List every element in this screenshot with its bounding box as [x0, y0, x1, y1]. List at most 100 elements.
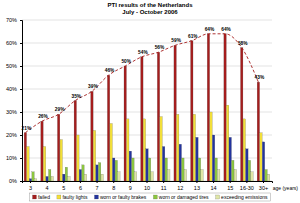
x-tick-mark — [213, 181, 214, 183]
bar — [93, 130, 95, 181]
data-label: 35% — [71, 94, 81, 99]
x-tick-label: 10 — [144, 185, 150, 191]
bar — [129, 151, 131, 181]
bar — [74, 101, 76, 182]
bar — [151, 172, 153, 181]
x-axis-title: age (years) — [273, 185, 299, 191]
bar — [168, 170, 170, 182]
bar — [248, 160, 250, 181]
x-tick-mark — [163, 181, 164, 183]
bar — [118, 172, 120, 181]
bar — [226, 105, 228, 181]
bar — [79, 170, 81, 182]
marks — [24, 34, 270, 181]
x-tick-label: 16-30 — [240, 185, 254, 191]
y-tick-mark — [20, 135, 22, 136]
series — [24, 34, 259, 181]
bar — [51, 176, 53, 181]
y-tick-label: 70% — [6, 17, 17, 23]
bar — [57, 114, 59, 181]
grid-line — [22, 43, 272, 44]
y-tick-label: 10% — [6, 155, 17, 161]
bar — [157, 52, 159, 181]
series — [32, 158, 267, 181]
legend-box — [29, 193, 270, 201]
y-tick: 10% — [6, 155, 22, 161]
x-tick-label: 5 — [62, 185, 65, 191]
x-tick-mark — [130, 181, 131, 183]
data-label: 64% — [205, 27, 215, 32]
y-tick-label: 40% — [6, 86, 17, 92]
bar — [48, 170, 50, 182]
legend: failedfaulty lightsworn or faulty brakes… — [29, 193, 270, 201]
x-axis: 345678910111213141516-3030+ — [23, 181, 273, 191]
bar — [115, 160, 117, 181]
bar — [207, 34, 209, 181]
x-tick-mark — [30, 181, 31, 183]
legend-item: faulty lights — [57, 194, 88, 200]
x-tick: 10 — [144, 181, 150, 191]
bar — [34, 179, 36, 181]
bar — [182, 158, 184, 181]
grid — [22, 20, 272, 181]
bar — [148, 158, 150, 181]
chart: PTI results of the NetherlandsJuly - Oct… — [0, 0, 300, 203]
bar — [267, 174, 269, 181]
data-label: 64% — [221, 27, 231, 32]
data-label: 29% — [55, 107, 65, 112]
x-axis-line — [23, 182, 273, 184]
bar — [141, 57, 143, 181]
x-tick-mark — [97, 181, 98, 183]
bar — [243, 119, 245, 181]
y-tick-mark — [20, 66, 22, 67]
legend-label: exceeding emissions — [221, 194, 268, 200]
legend-item: worn or damaged tires — [153, 194, 209, 200]
bar — [132, 158, 134, 181]
x-tick-mark — [246, 181, 247, 183]
bar — [234, 170, 236, 182]
legend-label: faulty lights — [62, 194, 88, 200]
bar — [251, 172, 253, 181]
series — [29, 135, 264, 181]
x-tick: 16-30 — [240, 181, 254, 191]
data-label: 61% — [188, 34, 198, 39]
bar — [134, 172, 136, 181]
x-tick-mark — [80, 181, 81, 183]
data-label: 50% — [121, 59, 131, 64]
bar — [176, 114, 178, 181]
x-tick-label: 13 — [194, 185, 200, 191]
bar — [241, 48, 243, 181]
bar — [27, 147, 29, 182]
bar — [196, 137, 198, 181]
bar — [215, 158, 217, 181]
y-tick-label: 20% — [6, 132, 17, 138]
bar — [146, 149, 148, 181]
grid-line — [22, 66, 272, 67]
x-tick: 4 — [46, 181, 49, 191]
bar — [112, 158, 114, 181]
data-label: 46% — [105, 68, 115, 73]
y-tick-mark — [20, 20, 22, 21]
y-tick: 70% — [6, 17, 22, 23]
bar — [246, 149, 248, 181]
bar — [46, 176, 48, 181]
legend-label: worn or damaged tires — [159, 194, 209, 200]
legend-swatch — [216, 195, 220, 199]
bar — [265, 170, 267, 182]
y-tick: 30% — [6, 109, 22, 115]
x-tick: 11 — [161, 181, 167, 191]
x-tick-label: 12 — [177, 185, 183, 191]
bar — [260, 133, 262, 181]
legend-swatch — [57, 195, 61, 199]
bar — [77, 135, 79, 181]
x-tick-mark — [196, 181, 197, 183]
x-tick-label: 14 — [211, 185, 217, 191]
x-tick-label: 15 — [227, 185, 233, 191]
bar — [24, 133, 26, 181]
y-tick: 60% — [6, 40, 22, 46]
legend-swatch — [153, 195, 157, 199]
x-tick: 15 — [227, 181, 233, 191]
data-label: 58% — [238, 41, 248, 46]
x-tick-label: 30+ — [259, 185, 268, 191]
x-tick: 13 — [194, 181, 200, 191]
